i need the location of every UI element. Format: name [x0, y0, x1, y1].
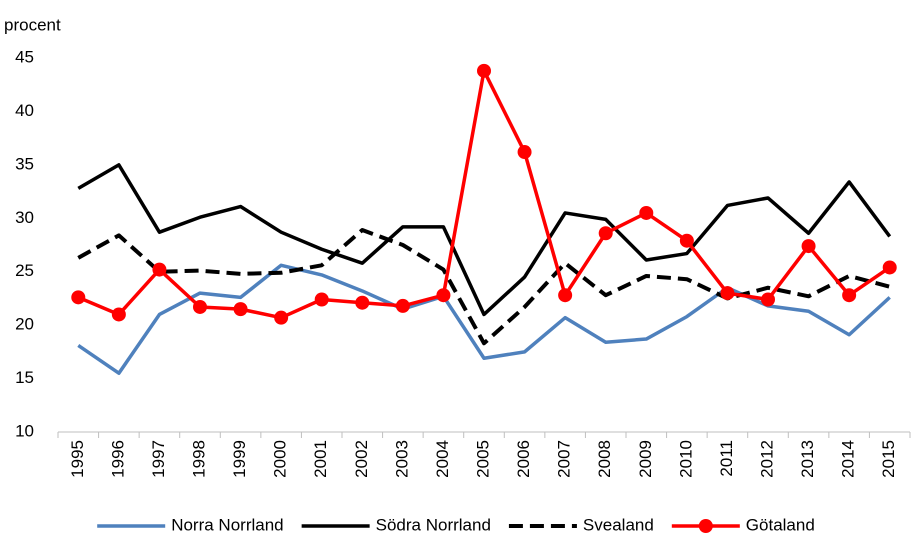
point	[111, 307, 126, 322]
y-tick-label: 45	[15, 47, 34, 66]
x-tick-label: 1996	[108, 440, 127, 478]
x-tick-label: 1995	[68, 440, 87, 478]
x-tick-label: 2002	[352, 440, 371, 478]
point	[679, 233, 694, 248]
x-tick-label: 2008	[595, 440, 614, 478]
x-tick-label: 2004	[433, 440, 452, 478]
legend-marker	[698, 519, 713, 533]
series-line	[77, 228, 891, 346]
point	[193, 299, 207, 314]
x-tick-label: 2013	[798, 440, 817, 478]
x-tick-label: 2015	[879, 440, 898, 478]
x-tick-label: 2014	[839, 440, 858, 478]
y-tick-label: 20	[15, 315, 34, 334]
point	[436, 288, 451, 303]
point	[842, 288, 857, 303]
x-tick-label: 1999	[230, 440, 249, 478]
point	[274, 310, 289, 325]
point	[761, 292, 775, 307]
point	[233, 302, 248, 317]
x-tick-label: 2012	[757, 440, 776, 478]
legend: Norra Norrland Södra Norrland Svealand Göta…	[97, 515, 815, 534]
x-tick-label: 1998	[189, 440, 208, 478]
y-axis-title: procent	[4, 15, 61, 34]
point	[639, 205, 654, 220]
point	[720, 286, 735, 301]
y-tick-label: 15	[15, 368, 34, 387]
legend-label: Norra Norrland	[171, 515, 283, 534]
point	[598, 226, 613, 241]
y-tick-label: 30	[15, 208, 34, 227]
point	[558, 288, 573, 303]
point	[395, 298, 410, 313]
x-tick-label: 2003	[392, 440, 411, 478]
y-tick-label: 10	[15, 421, 34, 440]
legend-label: Södra Norrland	[376, 515, 491, 534]
y-tick-label: 40	[15, 101, 34, 120]
x-tick-label: 2006	[514, 440, 533, 478]
x-tick-label: 2005	[473, 440, 492, 478]
x-tick-label: 2009	[636, 440, 655, 478]
series-line	[77, 69, 891, 320]
series-line	[77, 263, 891, 375]
y-tick-label: 25	[15, 261, 34, 280]
point	[477, 63, 491, 78]
x-tick-label: 2000	[271, 440, 290, 478]
x-tick-label: 2011	[717, 440, 736, 477]
x-tick-label: 2007	[555, 440, 574, 478]
point	[152, 262, 167, 277]
point	[355, 295, 370, 310]
legend-label: Götaland	[746, 515, 815, 534]
point	[314, 292, 329, 307]
point	[801, 239, 816, 254]
y-tick-label: 35	[15, 154, 34, 173]
point	[517, 145, 532, 160]
series-line	[77, 163, 892, 317]
point	[71, 290, 86, 305]
x-tick-label: 1997	[149, 440, 168, 478]
point	[882, 260, 897, 275]
x-tick-label: 2001	[311, 440, 330, 478]
x-tick-label: 2010	[676, 440, 695, 478]
legend-label: Svealand	[583, 515, 654, 534]
